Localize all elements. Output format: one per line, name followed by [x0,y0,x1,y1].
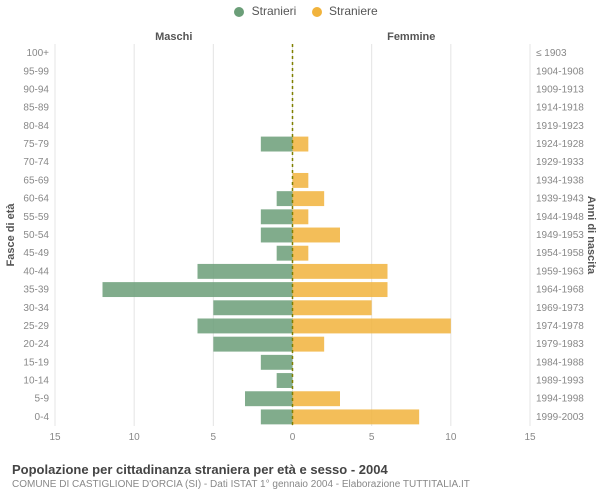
birth-year-label: 1994-1998 [536,394,584,405]
bar-female [293,173,309,188]
legend-swatch-male [234,7,244,17]
col-header-male: Maschi [155,31,192,43]
birth-year-label: 1929-1933 [536,157,584,168]
bar-female [293,337,325,352]
age-label: 80-84 [23,121,49,132]
age-label: 10-14 [23,376,49,387]
bar-female [293,228,341,243]
bar-male [261,209,293,224]
age-label: 35-39 [23,285,49,296]
bar-male [277,191,293,206]
age-label: 85-89 [23,103,49,114]
birth-year-label: 1984-1988 [536,357,584,368]
age-label: 15-19 [23,357,49,368]
bar-female [293,209,309,224]
bar-male [261,228,293,243]
bar-male [213,300,292,315]
age-label: 20-24 [23,339,49,350]
age-label: 95-99 [23,66,49,77]
bar-male [245,391,293,406]
left-axis-title: Fasce di età [5,203,17,267]
bar-male [103,282,293,297]
svg-text:10: 10 [129,432,141,443]
bar-female [293,391,341,406]
bar-female [293,264,388,279]
age-label: 45-49 [23,248,49,259]
age-label: 90-94 [23,84,49,95]
birth-year-label: 1904-1908 [536,66,584,77]
bar-female [293,191,325,206]
legend-label-male: Stranieri [252,4,297,18]
bar-male [198,318,293,333]
birth-year-label: 1949-1953 [536,230,584,241]
age-label: 50-54 [23,230,49,241]
age-label: 60-64 [23,194,49,205]
birth-year-label: 1939-1943 [536,194,584,205]
chart-subtitle: COMUNE DI CASTIGLIONE D'ORCIA (SI) - Dat… [12,479,470,490]
birth-year-label: 1919-1923 [536,121,584,132]
age-label: 65-69 [23,175,49,186]
bar-male [277,373,293,388]
chart: Maschi Femmine 0 5 5 10 10 15 15 100+ ≤ 1903 95-99 1… [0,26,600,456]
bar-male [213,337,292,352]
legend-label-female: Straniere [329,4,378,18]
birth-year-label: 1974-1978 [536,321,584,332]
right-axis-title: Anni di nascita [585,196,597,275]
age-label: 30-34 [23,303,49,314]
svg-text:15: 15 [524,432,536,443]
age-label: 70-74 [23,157,49,168]
svg-text:5: 5 [211,432,217,443]
bar-male [198,264,293,279]
birth-year-label: 1909-1913 [536,84,584,95]
birth-year-label: 1944-1948 [536,212,584,223]
bar-male [277,246,293,261]
bar-male [261,409,293,424]
age-label: 25-29 [23,321,49,332]
birth-year-label: 1924-1928 [536,139,584,150]
age-label: 55-59 [23,212,49,223]
bar-female [293,282,388,297]
age-label: 100+ [26,48,49,59]
legend: Stranieri Straniere [0,4,600,18]
bar-female [293,300,372,315]
col-header-female: Femmine [387,31,435,43]
bar-female [293,409,420,424]
pyramid-svg: Maschi Femmine 0 5 5 10 10 15 15 100+ ≤ 1903 95-99 1… [0,26,600,456]
birth-year-label: 1934-1938 [536,175,584,186]
svg-text:10: 10 [445,432,457,443]
birth-year-label: 1989-1993 [536,376,584,387]
birth-year-label: 1954-1958 [536,248,584,259]
birth-year-label: ≤ 1903 [536,48,567,59]
birth-year-label: 1964-1968 [536,285,584,296]
age-label: 0-4 [35,412,50,423]
age-label: 5-9 [35,394,50,405]
chart-title: Popolazione per cittadinanza straniera p… [12,462,470,477]
birth-year-label: 1959-1963 [536,266,584,277]
age-label: 40-44 [23,266,49,277]
svg-text:5: 5 [369,432,375,443]
birth-year-label: 1914-1918 [536,103,584,114]
svg-text:15: 15 [49,432,61,443]
bar-female [293,246,309,261]
birth-year-label: 1979-1983 [536,339,584,350]
age-label: 75-79 [23,139,49,150]
chart-footer: Popolazione per cittadinanza straniera p… [12,462,470,490]
birth-year-label: 1969-1973 [536,303,584,314]
svg-text:0: 0 [290,432,296,443]
bar-male [261,355,293,370]
legend-swatch-female [312,7,322,17]
birth-year-label: 1999-2003 [536,412,584,423]
bar-male [261,137,293,152]
bar-female [293,137,309,152]
bar-female [293,318,451,333]
